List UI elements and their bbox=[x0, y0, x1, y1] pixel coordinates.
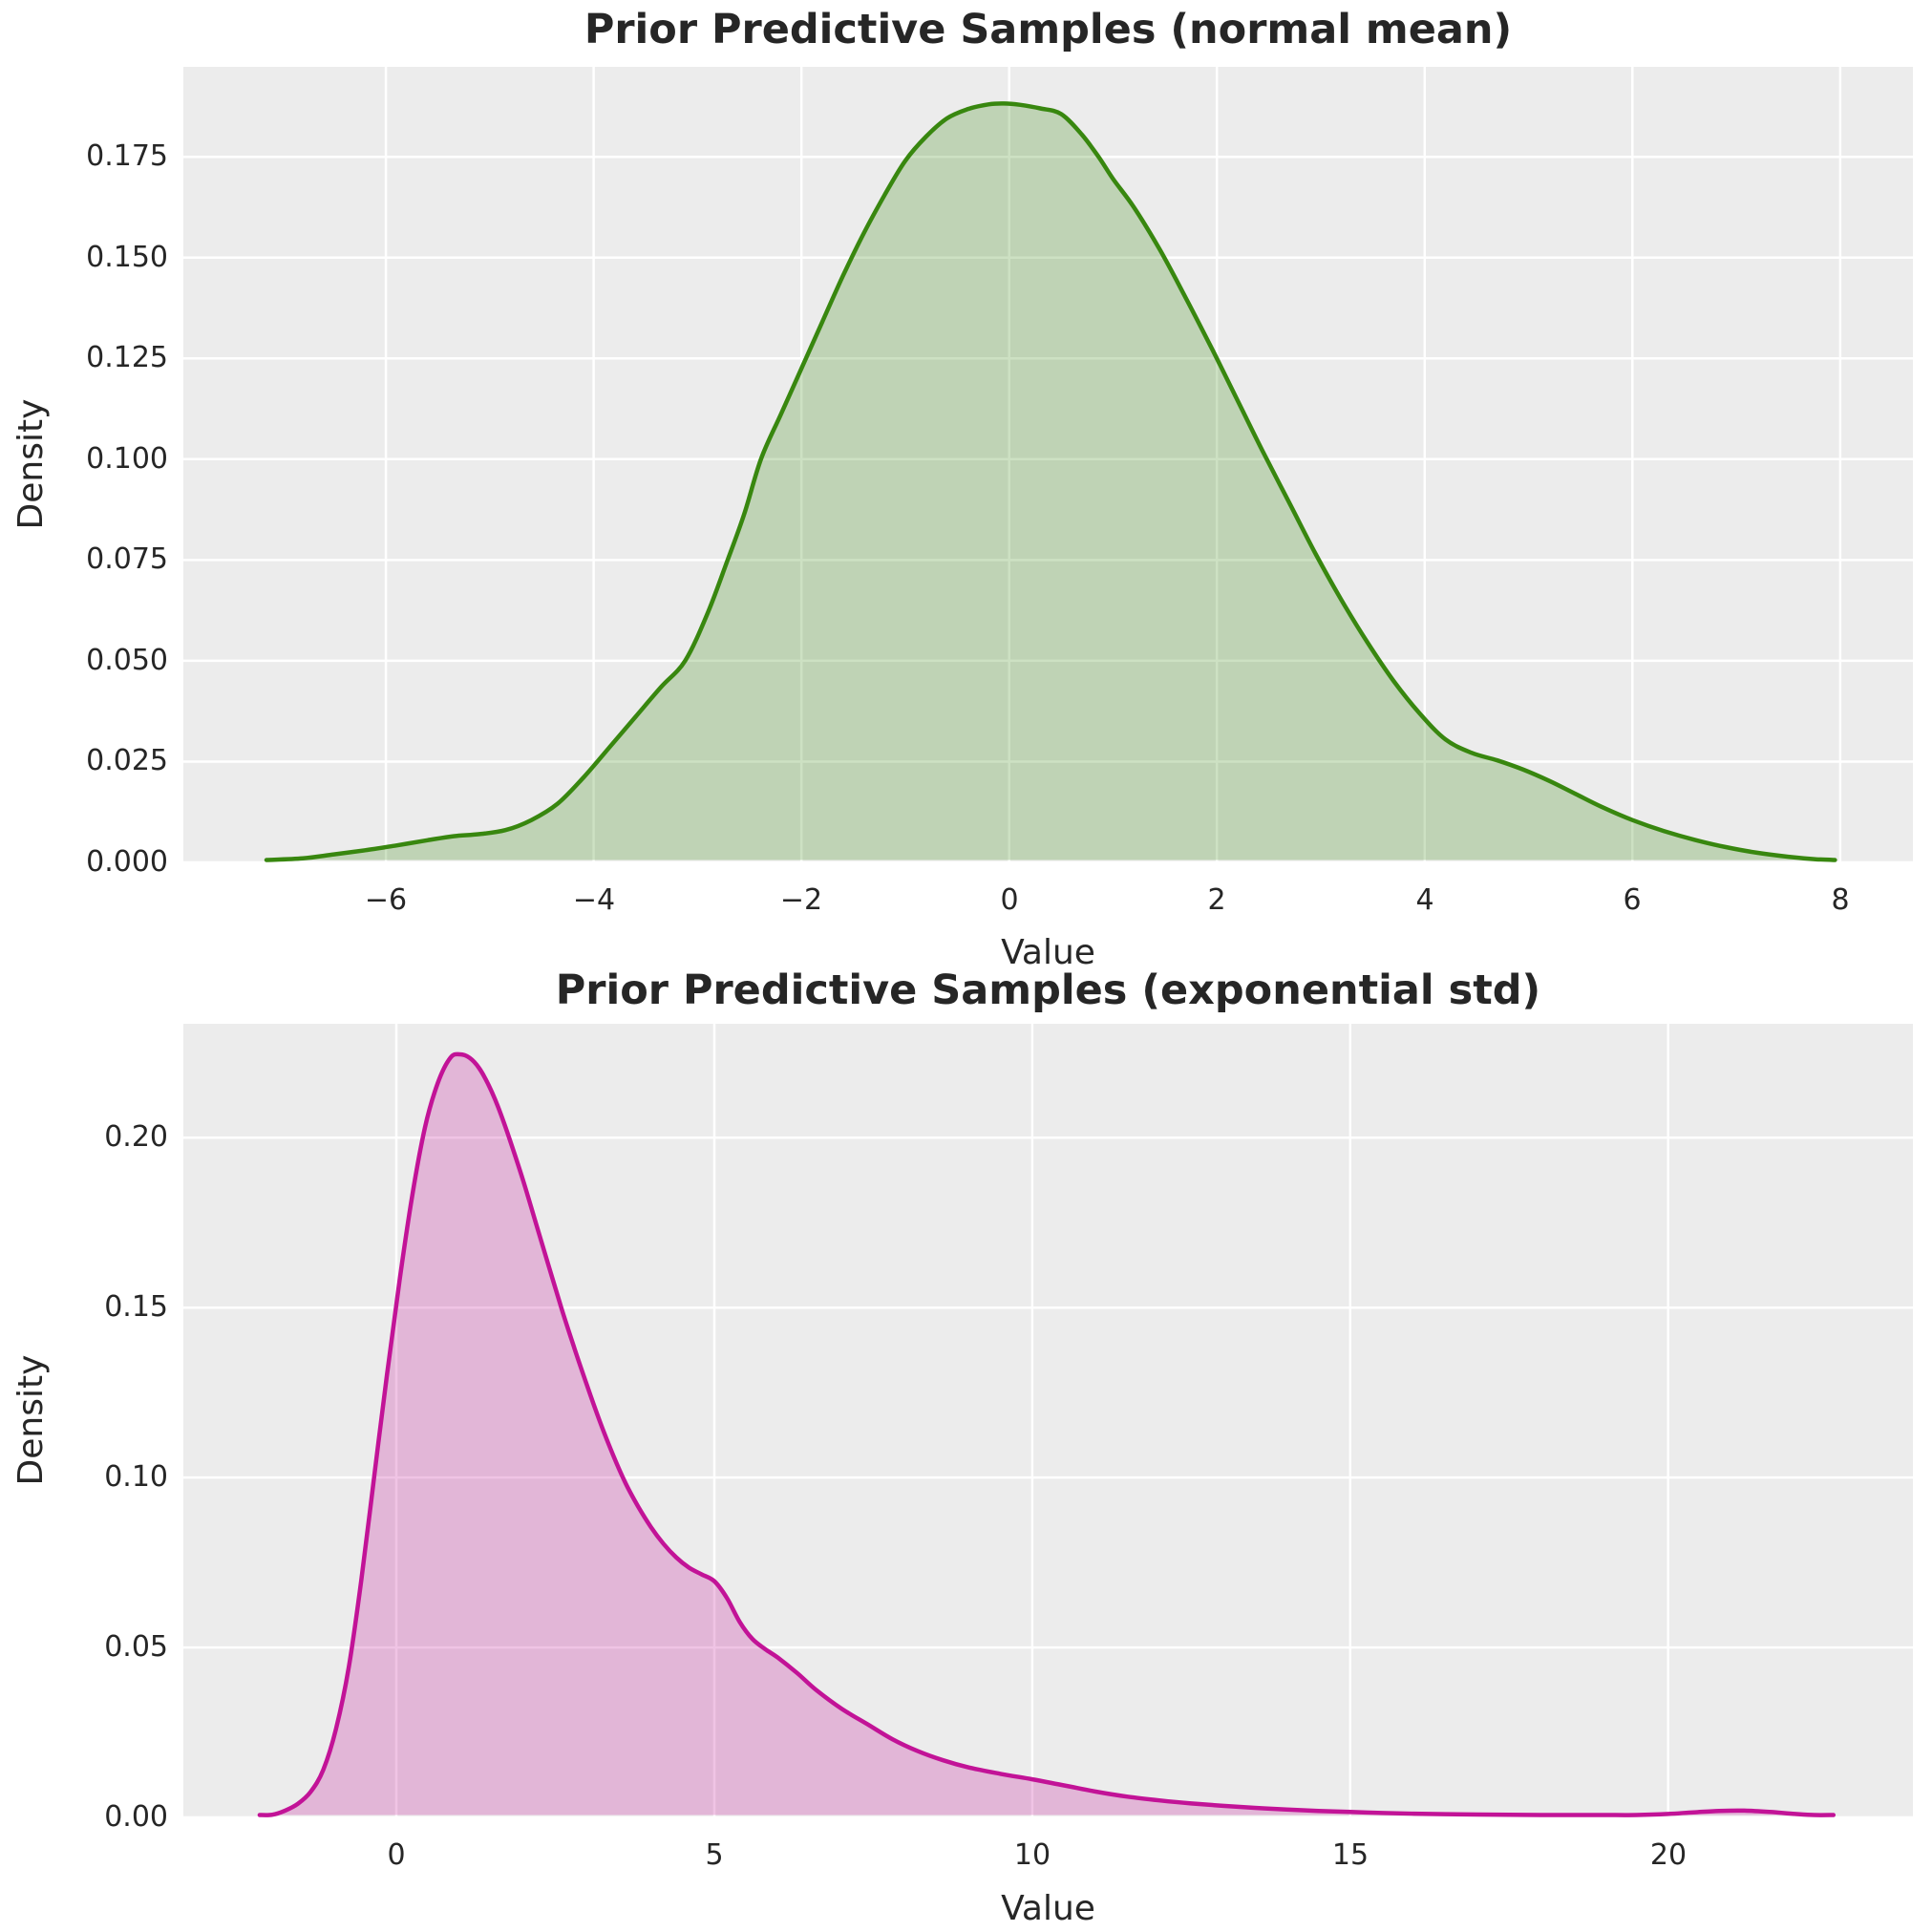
kde-chart-svg bbox=[183, 1024, 1913, 1819]
y-tick-label: 0.125 bbox=[86, 341, 168, 374]
panel-title-exponential-std: Prior Predictive Samples (exponential st… bbox=[555, 966, 1541, 1014]
y-tick-label: 0.20 bbox=[104, 1120, 168, 1154]
panel-title-normal-mean: Prior Predictive Samples (normal mean) bbox=[584, 6, 1513, 53]
y-tick-label: 0.05 bbox=[104, 1630, 168, 1664]
x-tick-label: 15 bbox=[1331, 1838, 1369, 1872]
y-tick-label: 0.000 bbox=[86, 845, 168, 879]
x-tick-label: −2 bbox=[779, 883, 823, 917]
plot-background bbox=[183, 67, 1913, 862]
plot-background bbox=[183, 1024, 1913, 1817]
x-tick-label: 0 bbox=[387, 1838, 406, 1872]
x-tick-label: 6 bbox=[1623, 883, 1642, 917]
x-tick-label: 5 bbox=[705, 1838, 724, 1872]
y-tick-label: 0.075 bbox=[86, 542, 168, 576]
y-tick-label: 0.10 bbox=[104, 1460, 168, 1494]
plot-area-exponential-std bbox=[183, 1024, 1913, 1819]
plot-area-normal-mean bbox=[183, 67, 1913, 864]
kde-chart-svg bbox=[183, 67, 1913, 864]
y-tick-label: 0.150 bbox=[86, 241, 168, 274]
y-axis-label-density-bottom: Density bbox=[11, 1354, 51, 1486]
kde-area bbox=[259, 1053, 1834, 1815]
kde-line bbox=[264, 101, 1837, 862]
kde-area bbox=[266, 103, 1836, 860]
y-tick-label: 0.050 bbox=[86, 644, 168, 677]
x-tick-label: 4 bbox=[1415, 883, 1434, 917]
x-tick-label: 0 bbox=[1000, 883, 1019, 917]
y-tick-label: 0.00 bbox=[104, 1800, 168, 1834]
x-tick-label: −6 bbox=[364, 883, 408, 917]
x-tick-label: 8 bbox=[1831, 883, 1850, 917]
y-tick-label: 0.025 bbox=[86, 744, 168, 777]
y-tick-label: 0.15 bbox=[104, 1290, 168, 1324]
x-tick-label: 10 bbox=[1013, 1838, 1051, 1872]
x-tick-label: 2 bbox=[1207, 883, 1226, 917]
y-tick-label: 0.175 bbox=[86, 139, 168, 173]
x-axis-label-value-bottom: Value bbox=[1001, 1889, 1095, 1928]
x-tick-label: 20 bbox=[1649, 1838, 1688, 1872]
y-tick-label: 0.100 bbox=[86, 442, 168, 476]
x-tick-label: −4 bbox=[572, 883, 616, 917]
x-axis-label-value-top: Value bbox=[1001, 933, 1095, 972]
kde-line bbox=[257, 1051, 1836, 1817]
